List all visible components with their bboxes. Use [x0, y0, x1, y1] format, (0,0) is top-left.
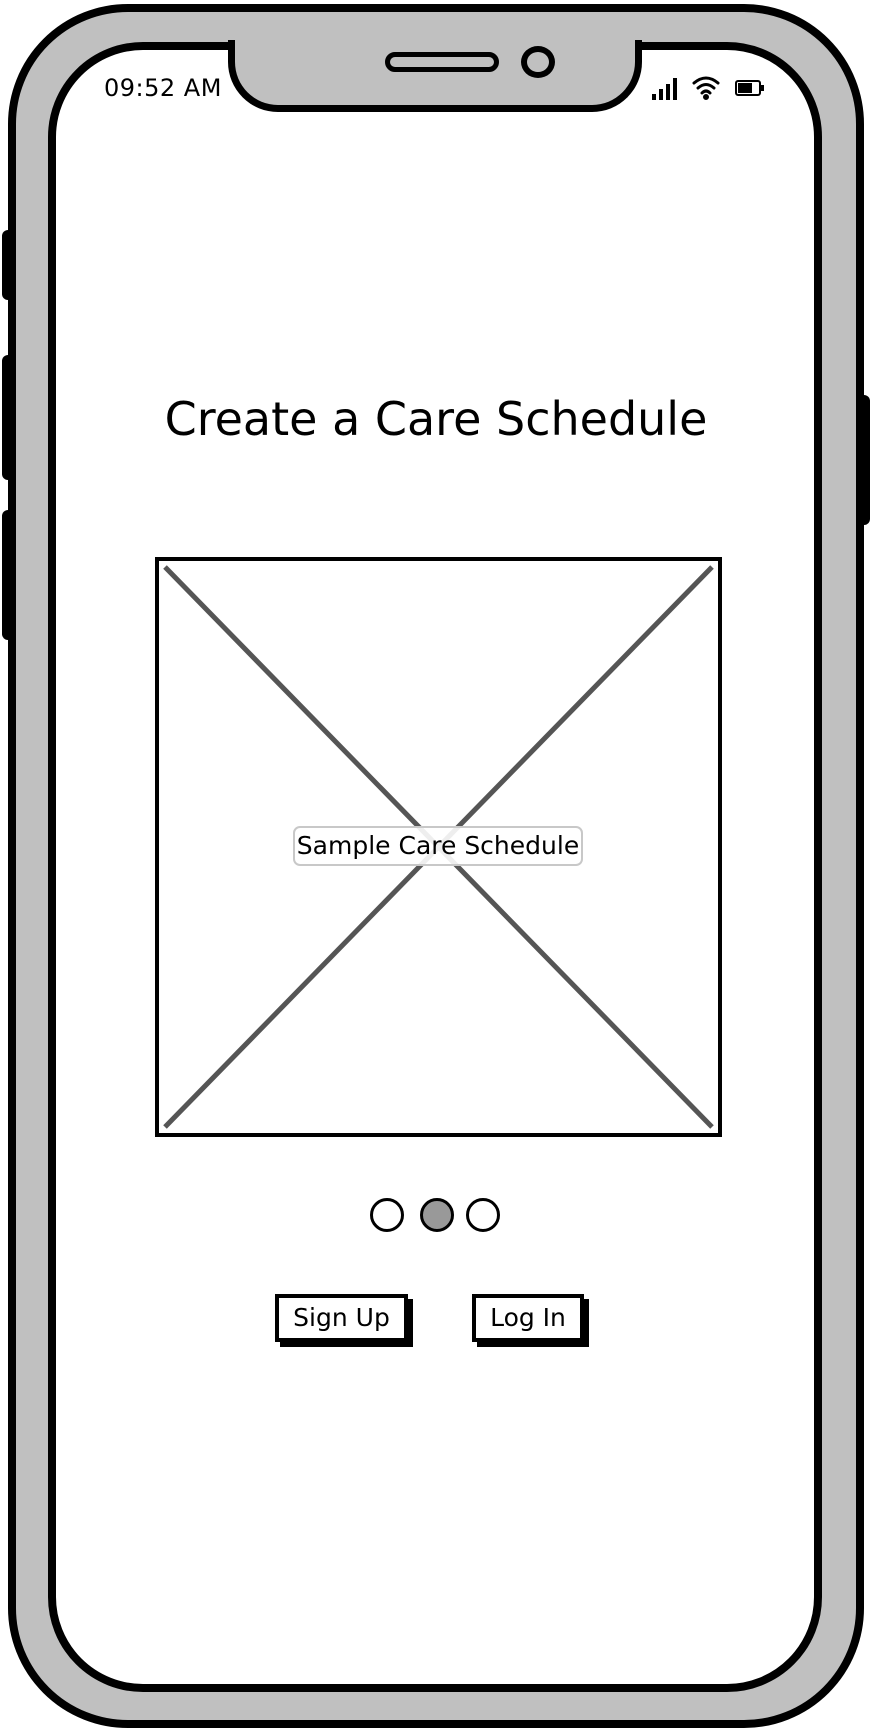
battery-icon: [735, 80, 764, 96]
status-icons: [652, 72, 766, 102]
power-button: [858, 395, 870, 525]
speaker-grille: [385, 52, 499, 72]
status-time: 09:52 AM: [104, 74, 222, 102]
placeholder-label: Sample Care Schedule: [293, 826, 583, 866]
notch: [228, 40, 642, 112]
page-title: Create a Care Schedule: [164, 392, 708, 446]
sign-up-button[interactable]: Sign Up: [275, 1294, 408, 1342]
signal-icon: [652, 78, 677, 100]
carousel-dot-3[interactable]: [466, 1198, 500, 1232]
wifi-icon: [692, 76, 720, 100]
carousel-dot-1[interactable]: [370, 1198, 404, 1232]
volume-up-button: [2, 230, 14, 300]
carousel-pagination: [368, 1198, 508, 1238]
carousel-dot-2[interactable]: [420, 1198, 454, 1232]
log-in-button[interactable]: Log In: [472, 1294, 584, 1342]
mute-switch: [2, 510, 14, 640]
front-camera: [521, 46, 555, 78]
volume-down-button: [2, 355, 14, 480]
